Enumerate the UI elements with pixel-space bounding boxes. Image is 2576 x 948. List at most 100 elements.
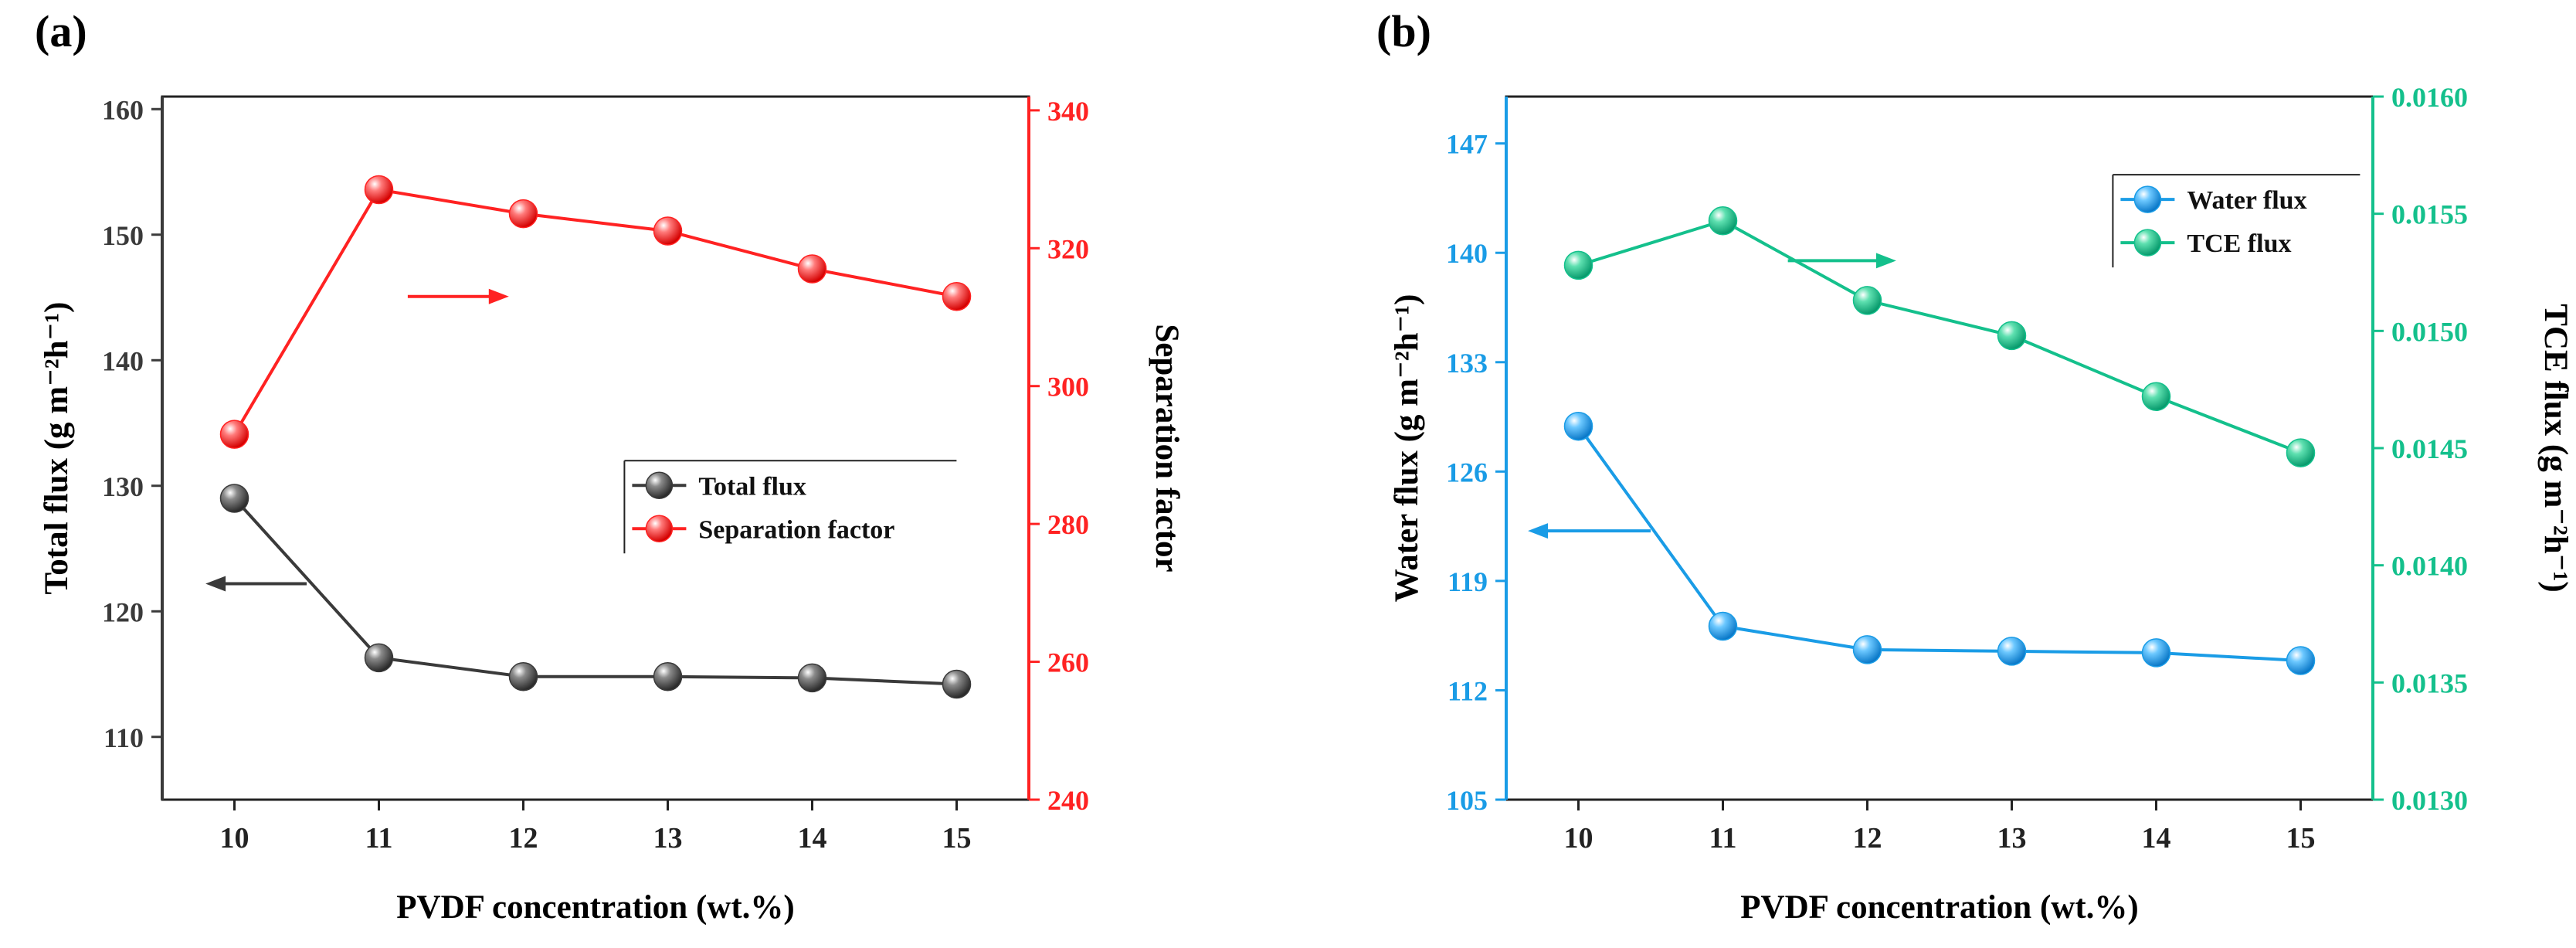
x-axis-label-b: PVDF concentration (wt.%) [1740, 889, 2138, 926]
axis-arrow-head [1875, 253, 1896, 269]
y-axis-left-a: 110 120 130 140 150 160 [102, 94, 164, 800]
y-tick-label-left: 126 [1446, 457, 1488, 488]
y-tick-label-left: 120 [102, 596, 144, 627]
legend-label: TCE flux [2187, 229, 2291, 258]
data-point [653, 216, 683, 246]
y-tick-label-left: 147 [1446, 129, 1488, 160]
data-point [1997, 637, 2027, 666]
x-tick-label: 15 [942, 822, 972, 855]
data-point [797, 663, 827, 693]
data-point [942, 669, 972, 699]
y-tick-label-right: 340 [1047, 96, 1089, 127]
y-tick-label-left: 140 [102, 345, 144, 376]
series-line [1576, 425, 2301, 663]
data-point [219, 420, 249, 449]
series-line [233, 497, 957, 686]
y-axis-label-left-b: Water flux (g m⁻²h⁻¹) [1389, 294, 1425, 603]
y-tick-label-right: 0.0130 [2391, 785, 2468, 816]
panel-label-a: (a) [35, 6, 87, 56]
y-axis-left-b: 105 112 119 126 133 140 147 [1446, 97, 1508, 816]
y-axis-right-a: 240 260 280 300 320 340 [1027, 96, 1089, 816]
x-tick-label: 14 [798, 822, 827, 855]
y-axis-right-b: 0.0130 0.0135 0.0140 0.0145 0.0150 0.0155 0.01… [2371, 82, 2468, 816]
y-axis-label-left-a: Total flux (g m⁻²h⁻¹) [39, 302, 75, 595]
data-point [2286, 438, 2316, 467]
data-point [1708, 611, 1738, 641]
x-tick-label: 13 [1997, 822, 2027, 855]
x-axis-label-a: PVDF concentration (wt.%) [396, 889, 794, 926]
data-point [364, 175, 394, 205]
y-tick-label-right: 0.0140 [2391, 551, 2468, 582]
y-tick-label-right: 0.0150 [2391, 316, 2468, 347]
y-tick-label-left: 105 [1446, 785, 1488, 816]
data-point [1852, 635, 1882, 664]
legend-marker [645, 471, 674, 499]
legend-label: Water flux [2187, 186, 2306, 215]
data-point [1563, 250, 1593, 280]
x-tick-label: 12 [509, 822, 538, 855]
y-tick-label-right: 0.0155 [2391, 199, 2468, 230]
panel-label-b: (b) [1376, 6, 1431, 56]
y-tick-label-right: 320 [1047, 233, 1089, 264]
series-separation-factor [219, 175, 972, 449]
series-line [1577, 219, 2302, 454]
series-total-flux [205, 484, 972, 699]
y-tick-label-right: 0.0145 [2391, 433, 2468, 464]
y-tick-label-right: 240 [1047, 785, 1089, 816]
legend-marker [2133, 229, 2162, 257]
y-axis-label-right-a: Separation factor [1149, 324, 1185, 572]
legend-label: Total flux [698, 472, 806, 501]
legend-item: TCE flux [2120, 229, 2291, 258]
data-point [1852, 286, 1882, 315]
series-tce-flux [1563, 206, 2316, 467]
x-axis-a: 10 11 12 13 14 15 [220, 800, 972, 855]
y-tick-label-left: 133 [1446, 348, 1488, 379]
y-tick-label-left: 140 [1446, 238, 1488, 269]
x-tick-label: 11 [365, 822, 393, 855]
data-point [797, 254, 827, 284]
y-tick-label-left: 119 [1448, 566, 1488, 597]
data-point [942, 281, 972, 311]
x-tick-label: 15 [2286, 822, 2316, 855]
y-tick-label-right: 0.0135 [2391, 668, 2468, 698]
series-water-flux [1528, 411, 2316, 675]
data-point [2141, 638, 2171, 668]
data-point [508, 199, 538, 229]
legend-item: Separation factor [632, 515, 894, 544]
x-tick-label: 14 [2142, 822, 2171, 855]
y-tick-label-left: 150 [102, 220, 144, 251]
axis-arrow-head [1528, 523, 1549, 539]
data-point [653, 662, 683, 691]
legend-item: Water flux [2120, 185, 2307, 215]
y-tick-label-left: 112 [1448, 675, 1488, 706]
data-point [508, 662, 538, 691]
legend-label: Separation factor [698, 515, 894, 544]
y-tick-label-left: 160 [102, 94, 144, 125]
x-axis-b: 10 11 12 13 14 15 [1564, 800, 2316, 855]
data-point [2286, 646, 2316, 675]
plot-frame-a [161, 95, 1030, 801]
legend-a: Total flux Separation factor [623, 460, 957, 554]
legend-marker [645, 515, 674, 542]
series-line [232, 188, 957, 436]
x-tick-label: 11 [1709, 822, 1737, 855]
data-point [1997, 321, 2027, 351]
y-tick-label-right: 260 [1047, 647, 1089, 678]
x-tick-label: 10 [1564, 822, 1593, 855]
y-tick-label-right: 300 [1047, 372, 1089, 403]
chart-panel-b: (b) 10 11 12 13 14 15 105 112 119 126 133 140 147 0… [1376, 6, 2574, 926]
data-point [2141, 382, 2171, 412]
data-point [364, 643, 394, 673]
legend-item: Total flux [632, 471, 806, 501]
legend-b: Water flux TCE flux [2112, 174, 2360, 268]
y-axis-label-right-b: TCE flux (g m⁻²h⁻¹) [2537, 304, 2574, 592]
y-tick-label-right: 0.0160 [2391, 82, 2468, 113]
x-tick-label: 10 [220, 822, 249, 855]
axis-arrow-head [205, 576, 226, 592]
legend-marker [2133, 185, 2162, 213]
data-point [1563, 411, 1593, 441]
axis-arrow-head [488, 288, 509, 304]
x-tick-label: 12 [1853, 822, 1882, 855]
